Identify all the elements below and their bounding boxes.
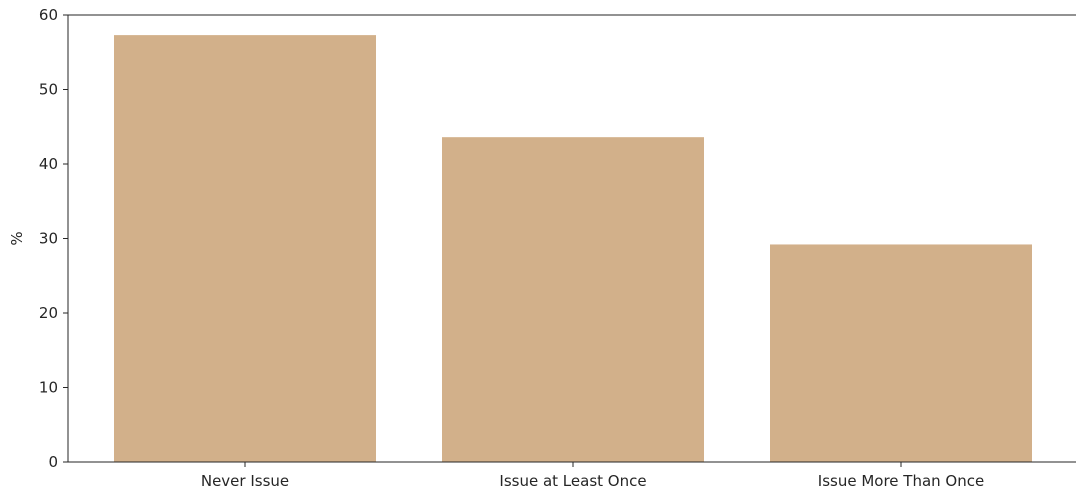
y-tick-label: 10	[39, 379, 58, 397]
bar-issue-at-least-once	[442, 137, 704, 462]
y-axis-ticks: 0 10 20 30 40 50 60	[39, 6, 68, 471]
y-tick-label: 60	[39, 6, 58, 24]
y-tick-label: 0	[48, 453, 58, 471]
x-tick-label: Never Issue	[201, 472, 289, 490]
y-axis-label: %	[8, 231, 26, 245]
y-tick-label: 20	[39, 304, 58, 322]
bars-group	[114, 35, 1032, 463]
bar-never-issue	[114, 35, 376, 463]
y-tick-label: 40	[39, 155, 58, 173]
bar-issue-more-than-once	[770, 244, 1032, 462]
x-tick-label: Issue More Than Once	[818, 472, 984, 490]
y-tick-label: 50	[39, 81, 58, 99]
x-tick-label: Issue at Least Once	[499, 472, 646, 490]
y-tick-label: 30	[39, 230, 58, 248]
x-axis-ticks: Never Issue Issue at Least Once Issue More…	[201, 462, 984, 490]
